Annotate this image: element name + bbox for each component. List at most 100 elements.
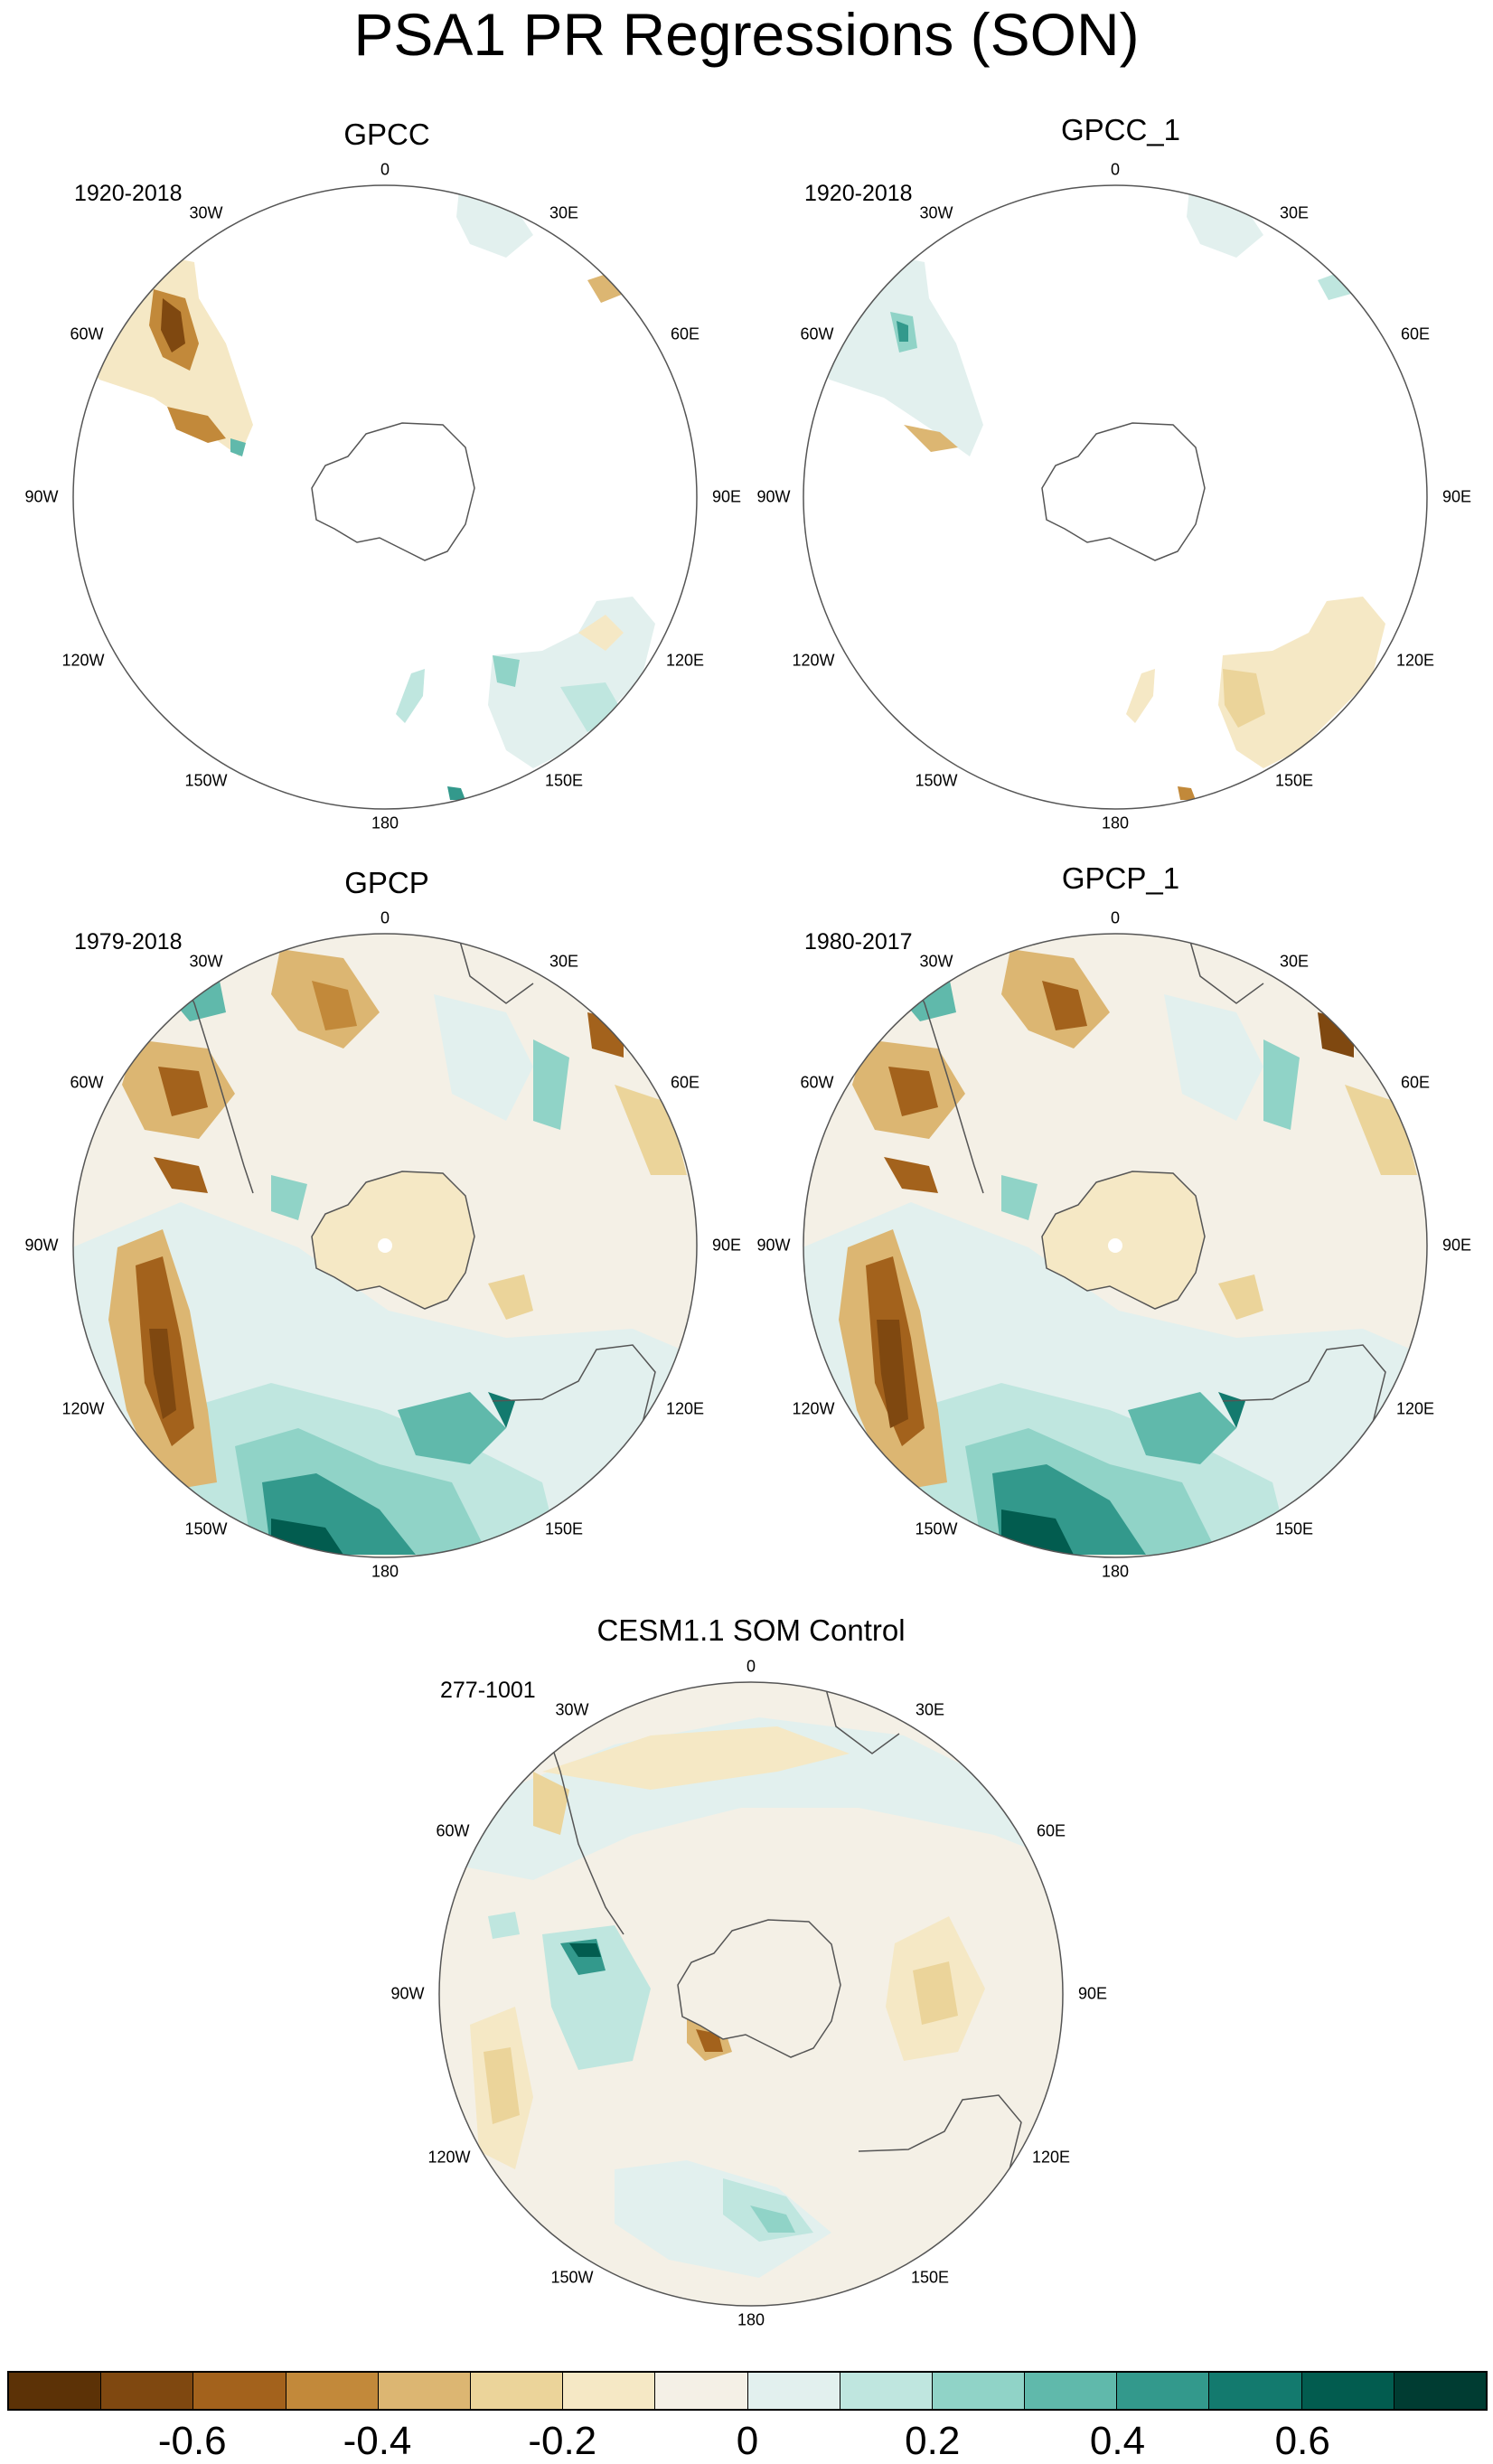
colorbar-tick-label: -0.6: [157, 2419, 227, 2463]
lon-label-0: 0: [1110, 160, 1121, 179]
lon-label-150w: 150W: [915, 1519, 958, 1538]
panel-title-gpcc-1: GPCC_1: [1060, 113, 1181, 146]
lon-label-0: 0: [746, 1657, 756, 1676]
lon-label-60w: 60W: [436, 1821, 470, 1840]
lon-label-30w: 30W: [555, 1700, 589, 1719]
colorbar-swatch: [378, 2373, 471, 2409]
lon-label-150w: 150W: [915, 771, 958, 790]
map-gpcp: [73, 934, 697, 1557]
lon-label-120e: 120E: [665, 651, 705, 670]
lon-label-60w: 60W: [70, 324, 104, 343]
panel-title-gpcp: GPCP: [344, 866, 429, 899]
lon-label-30w: 30W: [919, 203, 953, 222]
lon-label-90e: 90E: [1077, 1984, 1108, 2003]
lon-label-150e: 150E: [544, 771, 584, 790]
colorbar-swatch: [101, 2373, 194, 2409]
panel-title-cesm: CESM1.1 SOM Control: [596, 1613, 906, 1647]
lon-label-180: 180: [737, 2310, 765, 2329]
colorbar-swatch: [1117, 2373, 1210, 2409]
lon-label-180: 180: [371, 1562, 399, 1581]
colorbar-swatch: [563, 2373, 656, 2409]
colorbar-swatch: [9, 2373, 102, 2409]
lon-label-0: 0: [380, 908, 390, 927]
lon-label-30w: 30W: [189, 203, 223, 222]
lon-label-150w: 150W: [184, 1519, 228, 1538]
colorbar-swatch: [1394, 2373, 1486, 2409]
lon-label-120w: 120W: [61, 1399, 105, 1418]
lon-label-60w: 60W: [800, 1073, 834, 1092]
lon-label-30w: 30W: [189, 952, 223, 971]
lon-label-60e: 60E: [1400, 1073, 1431, 1092]
period-gpcc-1: 1920-2018: [804, 181, 913, 206]
lon-label-180: 180: [371, 813, 399, 832]
lon-label-60e: 60E: [1400, 324, 1431, 343]
lon-label-30e: 30E: [1279, 203, 1310, 222]
lon-label-120w: 120W: [61, 651, 105, 670]
lon-label-150w: 150W: [550, 2268, 594, 2287]
lon-label-90w: 90W: [24, 487, 59, 506]
lon-label-60e: 60E: [670, 324, 700, 343]
period-gpcp: 1979-2018: [74, 929, 183, 955]
lon-label-180: 180: [1101, 813, 1130, 832]
lon-label-30e: 30E: [915, 1700, 945, 1719]
colorbar-swatch: [193, 2373, 286, 2409]
lon-label-90w: 90W: [390, 1984, 425, 2003]
lon-label-150e: 150E: [544, 1519, 584, 1538]
colorbar-tick-label: -0.2: [528, 2419, 597, 2463]
lon-label-180: 180: [1101, 1562, 1130, 1581]
colorbar-tick-label: 0.2: [905, 2419, 961, 2463]
lon-label-120e: 120E: [1031, 2148, 1071, 2167]
colorbar-swatch: [932, 2373, 1026, 2409]
lon-label-150w: 150W: [184, 771, 228, 790]
map-gpcp-1: [803, 934, 1427, 1557]
period-gpcc: 1920-2018: [74, 181, 183, 206]
lon-label-60w: 60W: [800, 324, 834, 343]
lon-label-120w: 120W: [792, 651, 835, 670]
lon-label-90w: 90W: [756, 1236, 791, 1255]
map-cesm: [439, 1682, 1063, 2306]
lon-label-60w: 60W: [70, 1073, 104, 1092]
lon-label-120e: 120E: [665, 1399, 705, 1418]
lon-label-90e: 90E: [1441, 487, 1472, 506]
colorbar-tick-label: 0.4: [1089, 2419, 1146, 2463]
colorbar: [7, 2371, 1488, 2411]
colorbar-tick-label: 0.6: [1274, 2419, 1330, 2463]
map-gpcc: [73, 185, 697, 809]
lon-label-120w: 120W: [427, 2148, 471, 2167]
panel-title-gpcp-1: GPCP_1: [1061, 861, 1180, 895]
lon-label-90e: 90E: [711, 487, 742, 506]
lon-label-120e: 120E: [1395, 651, 1435, 670]
lon-label-90w: 90W: [24, 1236, 59, 1255]
colorbar-swatch: [470, 2373, 564, 2409]
period-cesm: 277-1001: [440, 1678, 536, 1703]
lon-label-30e: 30E: [549, 203, 579, 222]
panel-title-gpcc: GPCC: [343, 118, 430, 151]
colorbar-swatch: [286, 2373, 379, 2409]
colorbar-swatch: [1209, 2373, 1302, 2409]
lon-label-30e: 30E: [1279, 952, 1310, 971]
lon-label-60e: 60E: [1036, 1821, 1066, 1840]
colorbar-swatch: [1025, 2373, 1118, 2409]
lon-label-60e: 60E: [670, 1073, 700, 1092]
lon-label-30e: 30E: [549, 952, 579, 971]
lon-label-90e: 90E: [711, 1236, 742, 1255]
colorbar-swatch: [840, 2373, 933, 2409]
figure-title: PSA1 PR Regressions (SON): [353, 1, 1140, 68]
lon-label-90e: 90E: [1441, 1236, 1472, 1255]
period-gpcp-1: 1980-2017: [804, 929, 913, 955]
lon-label-120w: 120W: [792, 1399, 835, 1418]
colorbar-swatch: [747, 2373, 840, 2409]
lon-label-150e: 150E: [1274, 771, 1314, 790]
lon-label-150e: 150E: [1274, 1519, 1314, 1538]
colorbar-swatch: [655, 2373, 748, 2409]
lon-label-0: 0: [380, 160, 390, 179]
colorbar-swatch: [1301, 2373, 1394, 2409]
colorbar-tick-label: 0: [736, 2419, 759, 2463]
lon-label-150e: 150E: [910, 2268, 950, 2287]
colorbar-tick-label: -0.4: [343, 2419, 412, 2463]
map-gpcc-1: [803, 185, 1427, 809]
lon-label-30w: 30W: [919, 952, 953, 971]
lon-label-120e: 120E: [1395, 1399, 1435, 1418]
lon-label-0: 0: [1110, 908, 1121, 927]
